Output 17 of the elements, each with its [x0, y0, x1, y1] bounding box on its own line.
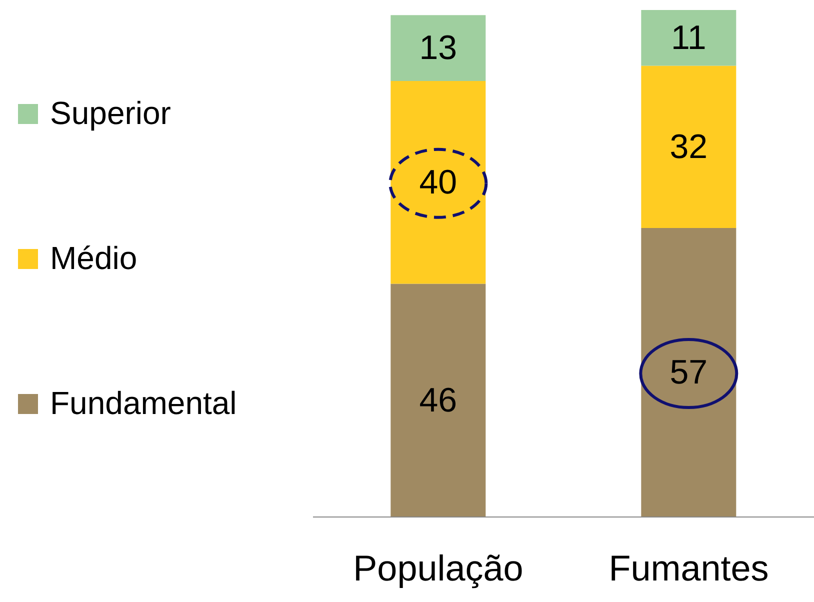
data-label: 32	[670, 128, 708, 166]
data-label: 46	[419, 381, 458, 420]
bar	[390, 15, 486, 81]
legend-label: Médio	[50, 240, 138, 277]
data-label: 11	[671, 18, 706, 57]
data-label: 40	[419, 163, 458, 202]
bar	[390, 284, 486, 517]
legend-label: Fundamental	[50, 385, 237, 422]
bar	[641, 66, 736, 228]
x-tick-label: População	[353, 548, 524, 589]
data-label: 57	[670, 354, 708, 392]
data-label: 13	[419, 29, 458, 68]
legend-label: Superior	[50, 95, 171, 132]
bar	[390, 80, 486, 284]
x-tick-label: Fumantes	[608, 548, 769, 589]
bar	[641, 10, 736, 66]
bar	[641, 228, 736, 517]
